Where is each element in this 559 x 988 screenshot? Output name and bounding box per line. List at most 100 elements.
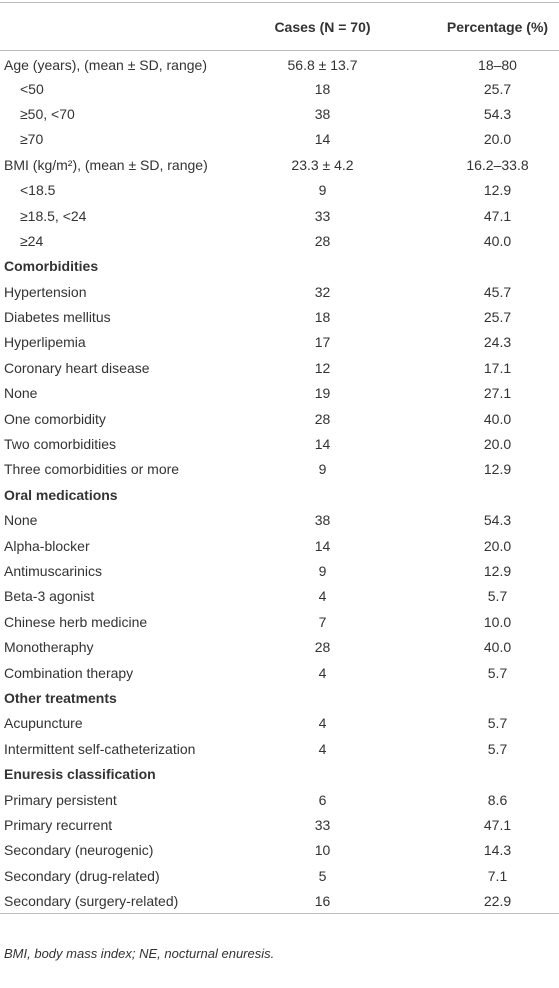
percentage-cell: 54.3 <box>483 105 512 122</box>
section-row: Enuresis classification <box>0 761 559 786</box>
percentage-cell: 40.0 <box>483 639 512 656</box>
percentage-cell: 10.0 <box>483 613 512 630</box>
row-label: Hyperlipemia <box>4 334 86 351</box>
cases-cell: 18 <box>314 309 331 326</box>
row-label: Monotheraphy <box>4 639 94 656</box>
header-cell <box>0 3 245 51</box>
row-label: Secondary (neurogenic) <box>4 842 154 859</box>
cases-cell: 33 <box>314 207 331 224</box>
row-label: Combination therapy <box>4 664 134 681</box>
table-row: Alpha-blocker 14 20.0 <box>0 533 559 558</box>
cases-cell: 4 <box>318 588 327 605</box>
row-label: One comorbidity <box>4 410 106 427</box>
table-row: ≥18.5, <24 33 47.1 <box>0 203 559 228</box>
header-cell: Percentage (%) <box>446 18 549 35</box>
percentage-cell: 25.7 <box>483 309 512 326</box>
cases-cell: 12 <box>314 359 331 376</box>
table-row: One comorbidity 28 40.0 <box>0 406 559 431</box>
table-row: Coronary heart disease 12 17.1 <box>0 355 559 380</box>
row-label: Antimuscarinics <box>4 563 103 579</box>
percentage-cell: 8.6 <box>487 791 508 808</box>
cases-cell: 28 <box>314 232 331 249</box>
table-row: Hyperlipemia 17 24.3 <box>0 330 559 355</box>
table-row: Primary recurrent 33 47.1 <box>0 812 559 837</box>
row-label: Primary persistent <box>4 791 117 808</box>
percentage-cell: 5.7 <box>487 715 508 732</box>
percentage-cell: 20.0 <box>483 537 512 554</box>
section-row: Oral medications <box>0 482 559 507</box>
table-row: Beta-3 agonist 4 5.7 <box>0 584 559 609</box>
percentage-cell: 25.7 <box>483 80 512 97</box>
row-label: <18.5 <box>20 182 56 199</box>
cases-cell: 14 <box>314 436 331 453</box>
percentage-cell: 5.7 <box>487 740 508 757</box>
percentage-cell: 47.1 <box>483 207 512 224</box>
table-row: ≥70 14 20.0 <box>0 127 559 152</box>
table-row: Acupuncture 4 5.7 <box>0 711 559 736</box>
row-label: <50 <box>20 80 44 97</box>
percentage-cell: 40.0 <box>483 232 512 249</box>
cases-cell: 56.8 ± 13.7 <box>287 57 358 74</box>
row-label: None <box>4 512 38 529</box>
table-body: Age (years), (mean ± SD, range) 56.8 ± 13… <box>0 51 559 914</box>
row-label: Two comorbidities <box>4 436 117 453</box>
row-label: Age (years), (mean ± SD, range) <box>4 57 207 74</box>
percentage-cell: 18–80 <box>478 57 517 74</box>
row-label: ≥70 <box>20 131 44 148</box>
percentage-cell: 47.1 <box>483 816 512 833</box>
cases-cell: 9 <box>318 461 327 478</box>
section-row: Comorbidities <box>0 254 559 279</box>
percentage-cell: 17.1 <box>483 359 512 376</box>
section-title: Oral medications <box>4 486 118 503</box>
row-label: Beta-3 agonist <box>4 588 95 605</box>
table-row: <18.5 9 12.9 <box>0 177 559 202</box>
section-row: Other treatments <box>0 685 559 710</box>
row-label: Alpha-blocker <box>4 537 90 554</box>
table-row: Monotheraphy 28 40.0 <box>0 634 559 659</box>
percentage-cell: 20.0 <box>483 131 512 148</box>
cases-cell: 33 <box>314 816 331 833</box>
table-row: Hypertension 32 45.7 <box>0 279 559 304</box>
percentage-cell: 45.7 <box>483 283 512 300</box>
row-label: ≥24 <box>20 232 44 249</box>
row-label: Secondary (surgery-related) <box>4 892 179 909</box>
percentage-cell: 5.7 <box>487 664 508 681</box>
header-row: Cases (N = 70) Percentage (%) <box>0 2 559 51</box>
cases-cell: 23.3 ± 4.2 <box>291 156 354 173</box>
cases-cell: 28 <box>314 410 331 427</box>
row-label: Chinese herb medicine <box>4 613 148 630</box>
table-row: Primary persistent 6 8.6 <box>0 787 559 812</box>
row-label: Three comorbidities or more <box>4 461 180 478</box>
percentage-cell: 14.3 <box>483 842 512 859</box>
row-label: Hypertension <box>4 283 87 300</box>
table-row: BMI (kg/m²), (mean ± SD, range) 23.3 ± 4.… <box>0 152 559 177</box>
section-title: Other treatments <box>4 689 117 706</box>
table-row: Three comorbidities or more 9 12.9 <box>0 457 559 482</box>
row-label: ≥18.5, <24 <box>20 207 87 224</box>
cases-cell: 6 <box>318 791 327 808</box>
percentage-cell: 12.9 <box>483 563 512 579</box>
table-row: Age (years), (mean ± SD, range) 56.8 ± 13… <box>0 51 559 76</box>
section-title: Enuresis classification <box>4 766 156 783</box>
percentage-cell: 27.1 <box>483 385 512 402</box>
percentage-cell: 40.0 <box>483 410 512 427</box>
table-row: Intermittent self-catheterization 4 5.7 <box>0 736 559 761</box>
percentage-cell: 12.9 <box>483 182 512 199</box>
percentage-cell: 20.0 <box>483 436 512 453</box>
row-label: ≥50, <70 <box>20 105 75 122</box>
cases-cell: 16 <box>314 892 331 909</box>
table-row: <50 18 25.7 <box>0 76 559 101</box>
row-label: Acupuncture <box>4 715 83 732</box>
table-row: Secondary (surgery-related) 16 22.9 <box>0 888 559 914</box>
row-label: Primary recurrent <box>4 816 113 833</box>
cases-cell: 9 <box>318 563 327 579</box>
cases-cell: 17 <box>314 334 331 351</box>
row-label: Secondary (drug-related) <box>4 867 160 884</box>
table-row: ≥50, <70 38 54.3 <box>0 101 559 126</box>
table-row: Antimuscarinics 9 12.9 <box>0 558 559 583</box>
data-table: Cases (N = 70) Percentage (%) Age (years… <box>0 2 559 914</box>
table-row: Secondary (neurogenic) 10 14.3 <box>0 838 559 863</box>
table-row: None 19 27.1 <box>0 381 559 406</box>
percentage-cell: 22.9 <box>483 892 512 909</box>
